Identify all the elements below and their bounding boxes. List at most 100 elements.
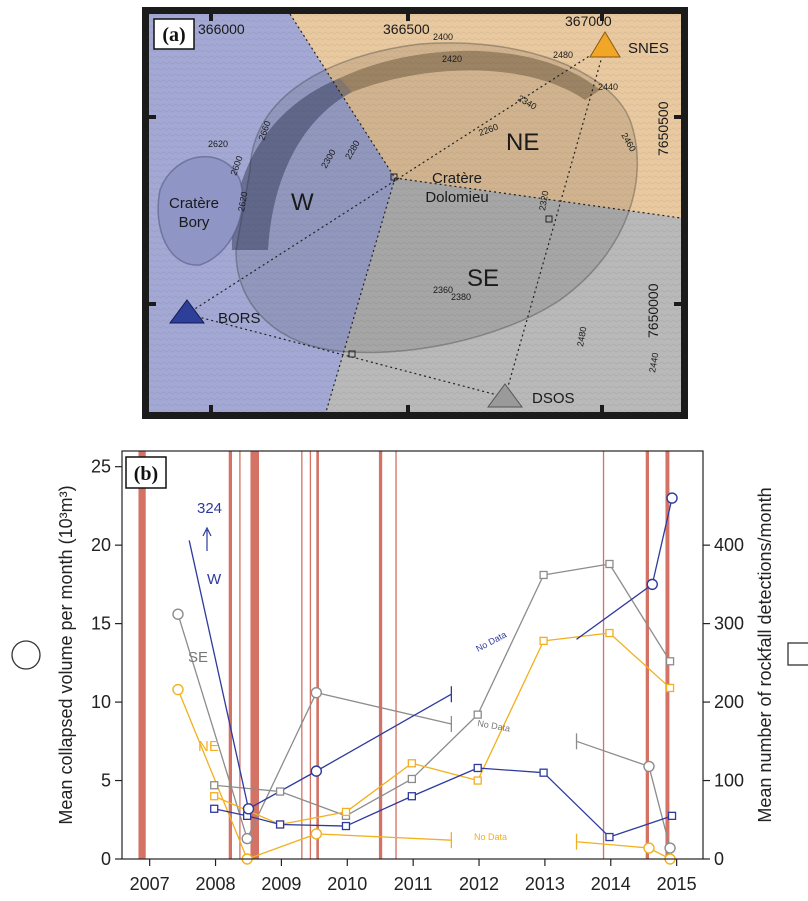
detection-square-ne <box>605 628 614 638</box>
eruption-period-bar <box>138 451 146 859</box>
series-ne-label: NE <box>198 738 219 755</box>
y-left-tick-label: 20 <box>91 535 111 555</box>
detection-square-se <box>665 657 675 666</box>
y-right-tick-label: 300 <box>714 614 744 634</box>
axis-ticks: 0 5 10 15 20 25 0 100 200 300 400 2007 2008 2009 2010 2… <box>91 457 744 894</box>
detection-square-se <box>605 559 614 569</box>
panel-a-label-box <box>153 18 195 50</box>
volume-circle-w <box>646 578 658 591</box>
series-markers <box>172 492 678 865</box>
w-outlier-arrow <box>202 526 212 551</box>
detection-square-w <box>539 768 548 777</box>
right-angle-marker <box>348 350 356 358</box>
volume-circle-se <box>643 760 655 773</box>
volume-circle-ne <box>310 828 323 840</box>
volume-line-w <box>651 497 673 585</box>
series-w-label: W <box>207 571 222 588</box>
bory-name-line1: Cratère <box>169 195 219 212</box>
bory-name-line2: Bory <box>179 214 210 231</box>
dolomieu-name-line2: Dolomieu <box>425 189 488 206</box>
detection-line-ne <box>543 632 610 642</box>
snes-station-label: SNES <box>628 40 669 57</box>
x-tick-label: 2010 <box>327 874 367 894</box>
sector-boundary-w-se <box>325 177 396 412</box>
coord-y-7650000: 7650000 <box>645 283 661 338</box>
eruption-period-bar <box>301 451 303 859</box>
detection-square-w <box>341 821 351 831</box>
sector-boundary-ne-se <box>394 177 681 219</box>
detection-line-ne <box>411 762 478 782</box>
volume-line-se <box>648 766 671 849</box>
eruption-period-bar <box>602 451 605 859</box>
dsos-station-label: DSOS <box>532 390 575 407</box>
detection-square-w <box>473 763 482 773</box>
detection-line-ne <box>345 762 413 813</box>
detection-line-w <box>411 767 478 797</box>
detection-square-w <box>667 811 677 820</box>
dolomieu-crater-floor <box>235 42 639 354</box>
bors-station-triangle <box>169 299 205 324</box>
detection-square-ne <box>473 776 482 785</box>
detection-line-w <box>246 815 281 826</box>
map-frame-ticks <box>142 7 688 419</box>
y-right-tick-label: 400 <box>714 535 744 555</box>
y-right-tick-label: 0 <box>714 849 724 869</box>
bors-station-label: BORS <box>218 310 261 327</box>
detection-line-se <box>279 790 347 817</box>
plot-frame <box>121 450 704 860</box>
coord-x-366000: 366000 <box>198 21 245 37</box>
snes-dsos-line <box>504 45 606 398</box>
crater-west-wall <box>231 78 352 250</box>
crater-north-wall <box>340 50 600 100</box>
volume-circle-se <box>241 832 253 845</box>
contour-label: 2620 <box>236 191 249 212</box>
y-right-tick-label: 200 <box>714 692 744 712</box>
detection-line-se <box>411 714 479 780</box>
volume-circle-w <box>310 765 323 777</box>
volume-line-se <box>576 740 650 768</box>
volume-circle-w <box>242 803 255 815</box>
snes-station-triangle <box>589 31 621 58</box>
eruption-period-bar <box>239 451 241 859</box>
contour-label: 2480 <box>575 326 588 347</box>
detection-square-ne <box>665 683 675 693</box>
detection-line-ne <box>609 632 671 689</box>
volume-line-ne <box>177 689 248 859</box>
detection-line-w <box>477 767 544 774</box>
panel-a-label: (a) <box>162 24 185 46</box>
eruption-bars <box>138 451 670 859</box>
detection-square-se <box>275 787 285 796</box>
y-left-tick-label: 0 <box>101 849 111 869</box>
x-tick-label: 2013 <box>525 874 565 894</box>
eruption-period-bar <box>228 451 233 859</box>
coord-y-7650500: 7650500 <box>655 101 671 156</box>
y-right-tick-label: 100 <box>714 771 744 791</box>
right-axis-square-symbol <box>787 642 808 666</box>
eruption-period-bar <box>378 451 383 859</box>
detection-line-w <box>543 772 610 838</box>
volume-circle-se <box>172 608 184 620</box>
detection-square-se <box>539 570 548 580</box>
right-angle-marker <box>545 215 553 223</box>
detection-square-w <box>407 792 416 801</box>
detection-square-se <box>473 710 482 719</box>
volume-line-w-outlier <box>188 540 250 809</box>
dsos-station-triangle <box>487 383 523 408</box>
detection-line-se <box>608 563 671 662</box>
detection-square-se <box>210 781 219 790</box>
volume-circle-ne <box>643 842 655 854</box>
eruption-period-bar <box>645 451 649 859</box>
y-left-tick-label: 25 <box>91 457 111 477</box>
detection-line-w <box>280 823 346 827</box>
sector-se-label: SE <box>467 265 499 292</box>
ne-no-data-label: No Data <box>474 832 507 842</box>
contour-label: 2380 <box>451 292 471 302</box>
volume-circle-w <box>666 492 678 504</box>
x-tick-label: 2011 <box>394 874 433 894</box>
volume-circle-ne <box>172 683 184 696</box>
dolomieu-name-line1: Cratère <box>432 170 482 187</box>
volume-line-se <box>246 692 317 839</box>
detection-line-se <box>477 574 545 715</box>
panel-b-chart: 0 5 10 15 20 25 0 100 200 300 400 2007 2008 2009 2010 2… <box>11 450 808 894</box>
